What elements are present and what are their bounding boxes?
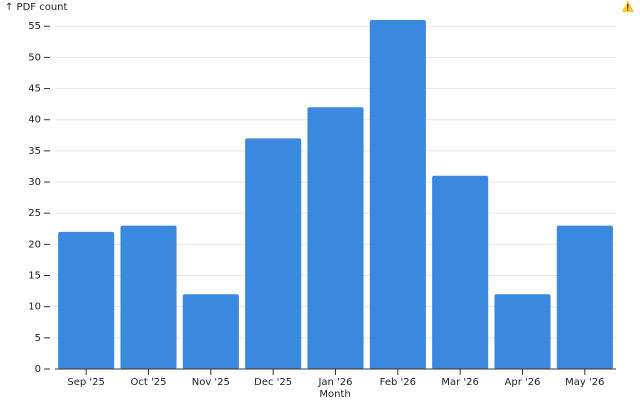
y-tick-label: 55 — [28, 21, 41, 32]
x-tick-label: Jan '26 — [317, 377, 352, 388]
x-tick-label: Apr '26 — [505, 377, 541, 388]
y-tick-label: 45 — [28, 84, 41, 95]
bar — [369, 20, 426, 369]
y-tick-label: 30 — [28, 177, 41, 188]
x-tick-label: Sep '25 — [67, 377, 105, 388]
bar — [432, 175, 489, 369]
x-tick-label: Mar '26 — [441, 377, 479, 388]
y-tick-label: 10 — [28, 302, 41, 313]
x-tick-label: Feb '26 — [380, 377, 416, 388]
y-tick-label: 0 — [35, 364, 41, 375]
x-tick-label: Nov '25 — [192, 377, 230, 388]
y-tick-label: 5 — [35, 333, 41, 344]
y-tick-label: 20 — [28, 239, 41, 250]
warning-icon: ⚠️ — [622, 0, 634, 13]
y-tick-label: 25 — [28, 208, 41, 219]
bar — [182, 294, 239, 369]
y-tick-label: 15 — [28, 271, 41, 282]
y-tick-label: 50 — [28, 52, 41, 63]
y-tick-label: 35 — [28, 146, 41, 157]
y-tick-label: 40 — [28, 115, 41, 126]
bar — [494, 294, 551, 369]
y-axis-label: ↑ PDF count — [5, 2, 68, 13]
bar — [307, 107, 364, 369]
bar — [556, 225, 613, 369]
bar — [58, 231, 115, 369]
x-axis-label: Month — [319, 389, 350, 400]
bar — [120, 225, 177, 369]
x-tick-label: Dec '25 — [254, 377, 292, 388]
x-tick-label: May '26 — [565, 377, 604, 388]
bar — [245, 138, 302, 369]
x-tick-label: Oct '25 — [131, 377, 167, 388]
